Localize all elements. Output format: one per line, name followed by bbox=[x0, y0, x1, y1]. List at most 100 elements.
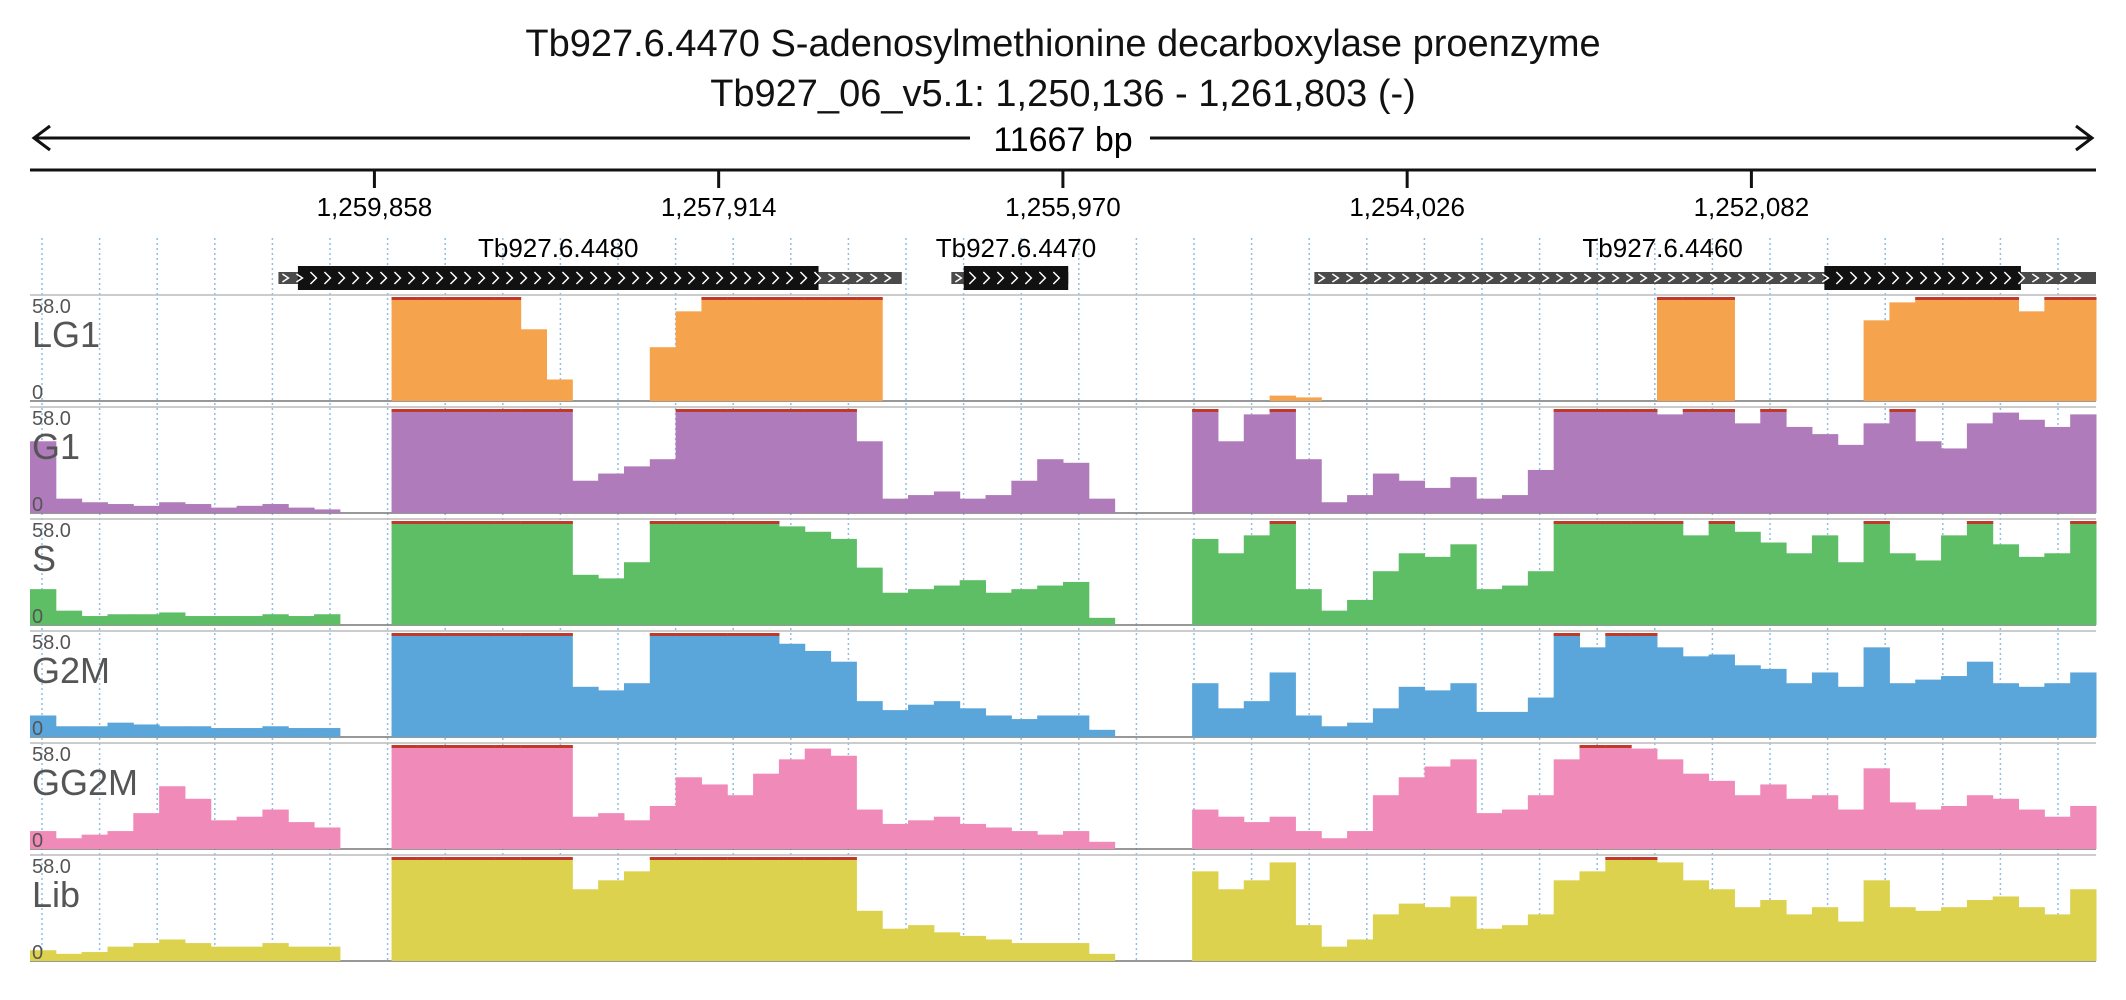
coverage-bar bbox=[391, 857, 418, 961]
clip-marker bbox=[520, 521, 547, 524]
coverage-bar bbox=[778, 409, 806, 513]
coverage-bar bbox=[55, 838, 83, 849]
coverage-bar bbox=[417, 521, 444, 625]
coverage-bar bbox=[2018, 907, 2045, 961]
coverage-bar bbox=[30, 441, 57, 513]
strand-arrow bbox=[575, 271, 584, 285]
coverage-bar bbox=[1786, 683, 1813, 737]
clip-marker bbox=[417, 297, 444, 300]
coverage-bar bbox=[1605, 857, 1632, 961]
track-label: G1 bbox=[32, 426, 80, 467]
coverage-bar bbox=[1347, 939, 1374, 961]
clip-marker bbox=[675, 521, 702, 524]
coverage-bar bbox=[314, 509, 341, 513]
y-min-label: 0 bbox=[32, 718, 43, 740]
coverage-bar bbox=[546, 633, 573, 737]
coverage-bar bbox=[1966, 661, 1994, 737]
coverage-bar bbox=[210, 728, 238, 737]
coverage-bar bbox=[443, 297, 470, 401]
coverage-bar bbox=[520, 857, 547, 961]
span-label: 11667 bp bbox=[993, 121, 1132, 159]
coverage-bar bbox=[1321, 502, 1348, 513]
coverage-bar bbox=[314, 728, 341, 737]
coverage-bar bbox=[159, 786, 186, 849]
clip-marker bbox=[1269, 409, 1296, 412]
coverage-bar bbox=[1269, 521, 1296, 625]
strand-arrow bbox=[351, 271, 360, 285]
track-label: LG1 bbox=[32, 314, 100, 355]
coverage-bar bbox=[1476, 711, 1503, 737]
coverage-bar bbox=[1553, 409, 1580, 513]
strand-arrow bbox=[870, 273, 878, 283]
coverage-bar bbox=[830, 661, 857, 737]
coverage-bar bbox=[1269, 862, 1296, 961]
coverage-bar bbox=[1398, 686, 1426, 737]
clip-marker bbox=[778, 857, 806, 860]
clip-marker bbox=[520, 857, 547, 860]
track-label: Lib bbox=[32, 874, 80, 915]
clip-marker bbox=[753, 409, 780, 412]
coverage-bar bbox=[1011, 480, 1038, 513]
clip-marker bbox=[1553, 633, 1580, 636]
coverage-bar bbox=[1088, 498, 1116, 513]
coverage-bar bbox=[417, 745, 444, 849]
clip-marker bbox=[391, 745, 418, 748]
clip-marker bbox=[856, 297, 883, 300]
clip-marker bbox=[391, 521, 418, 524]
coverage-bar bbox=[572, 889, 599, 961]
coverage-bar bbox=[1063, 943, 1090, 961]
coverage-bar bbox=[288, 728, 315, 737]
y-max-label: 58.0 bbox=[32, 632, 71, 654]
clip-marker bbox=[675, 409, 702, 412]
clip-marker bbox=[391, 409, 418, 412]
coverage-bar bbox=[133, 724, 160, 737]
coverage-bar bbox=[908, 820, 935, 849]
coverage-bar bbox=[1088, 841, 1116, 849]
ruler-tick-label: 1,252,082 bbox=[1694, 192, 1810, 222]
coverage-bar bbox=[1811, 535, 1839, 625]
coverage-bar bbox=[1579, 647, 1606, 737]
coverage-bar bbox=[1088, 617, 1116, 625]
coverage-bar bbox=[288, 946, 315, 961]
coverage-bar bbox=[882, 928, 909, 961]
clip-marker bbox=[727, 857, 754, 860]
coverage-bar bbox=[159, 939, 186, 961]
clip-marker bbox=[443, 297, 470, 300]
clip-marker bbox=[494, 745, 522, 748]
strand-arrow bbox=[1471, 273, 1480, 283]
strand-arrow bbox=[282, 273, 290, 283]
coverage-bar bbox=[494, 297, 522, 401]
coverage-bar bbox=[1656, 521, 1684, 625]
clip-marker bbox=[727, 297, 754, 300]
coverage-bar bbox=[443, 521, 470, 625]
clip-marker bbox=[1656, 521, 1684, 524]
coverage-bar bbox=[1811, 672, 1839, 737]
coverage-bar bbox=[1088, 729, 1116, 737]
strand-arrow bbox=[505, 271, 514, 285]
track-label: G2M bbox=[32, 650, 110, 691]
clip-marker bbox=[2070, 297, 2097, 300]
coverage-bar bbox=[1656, 647, 1684, 737]
strand-arrow bbox=[1541, 273, 1550, 283]
coverage-bar bbox=[1295, 589, 1322, 625]
strand-arrow bbox=[1024, 271, 1033, 285]
strand-arrow bbox=[1485, 273, 1494, 283]
coverage-bar bbox=[1837, 444, 1865, 513]
clip-marker bbox=[1631, 521, 1658, 524]
coverage-bar bbox=[469, 409, 496, 513]
coverage-bar bbox=[1992, 683, 2020, 737]
strand-arrow bbox=[617, 271, 626, 285]
strand-arrow bbox=[1038, 271, 1047, 285]
strand-arrow bbox=[1723, 273, 1732, 283]
coverage-bar bbox=[882, 592, 909, 625]
coverage-bar bbox=[1450, 544, 1477, 625]
coverage-bar bbox=[933, 491, 961, 513]
coverage-bar bbox=[1656, 759, 1684, 849]
y-max-label: 58.0 bbox=[32, 408, 71, 430]
coverage-bar bbox=[1037, 715, 1064, 737]
strand-arrow bbox=[1527, 273, 1536, 283]
coverage-bar bbox=[1011, 831, 1038, 849]
coverage-bar bbox=[908, 704, 935, 737]
coverage-bar bbox=[1424, 556, 1451, 625]
strand-arrow bbox=[856, 273, 864, 283]
